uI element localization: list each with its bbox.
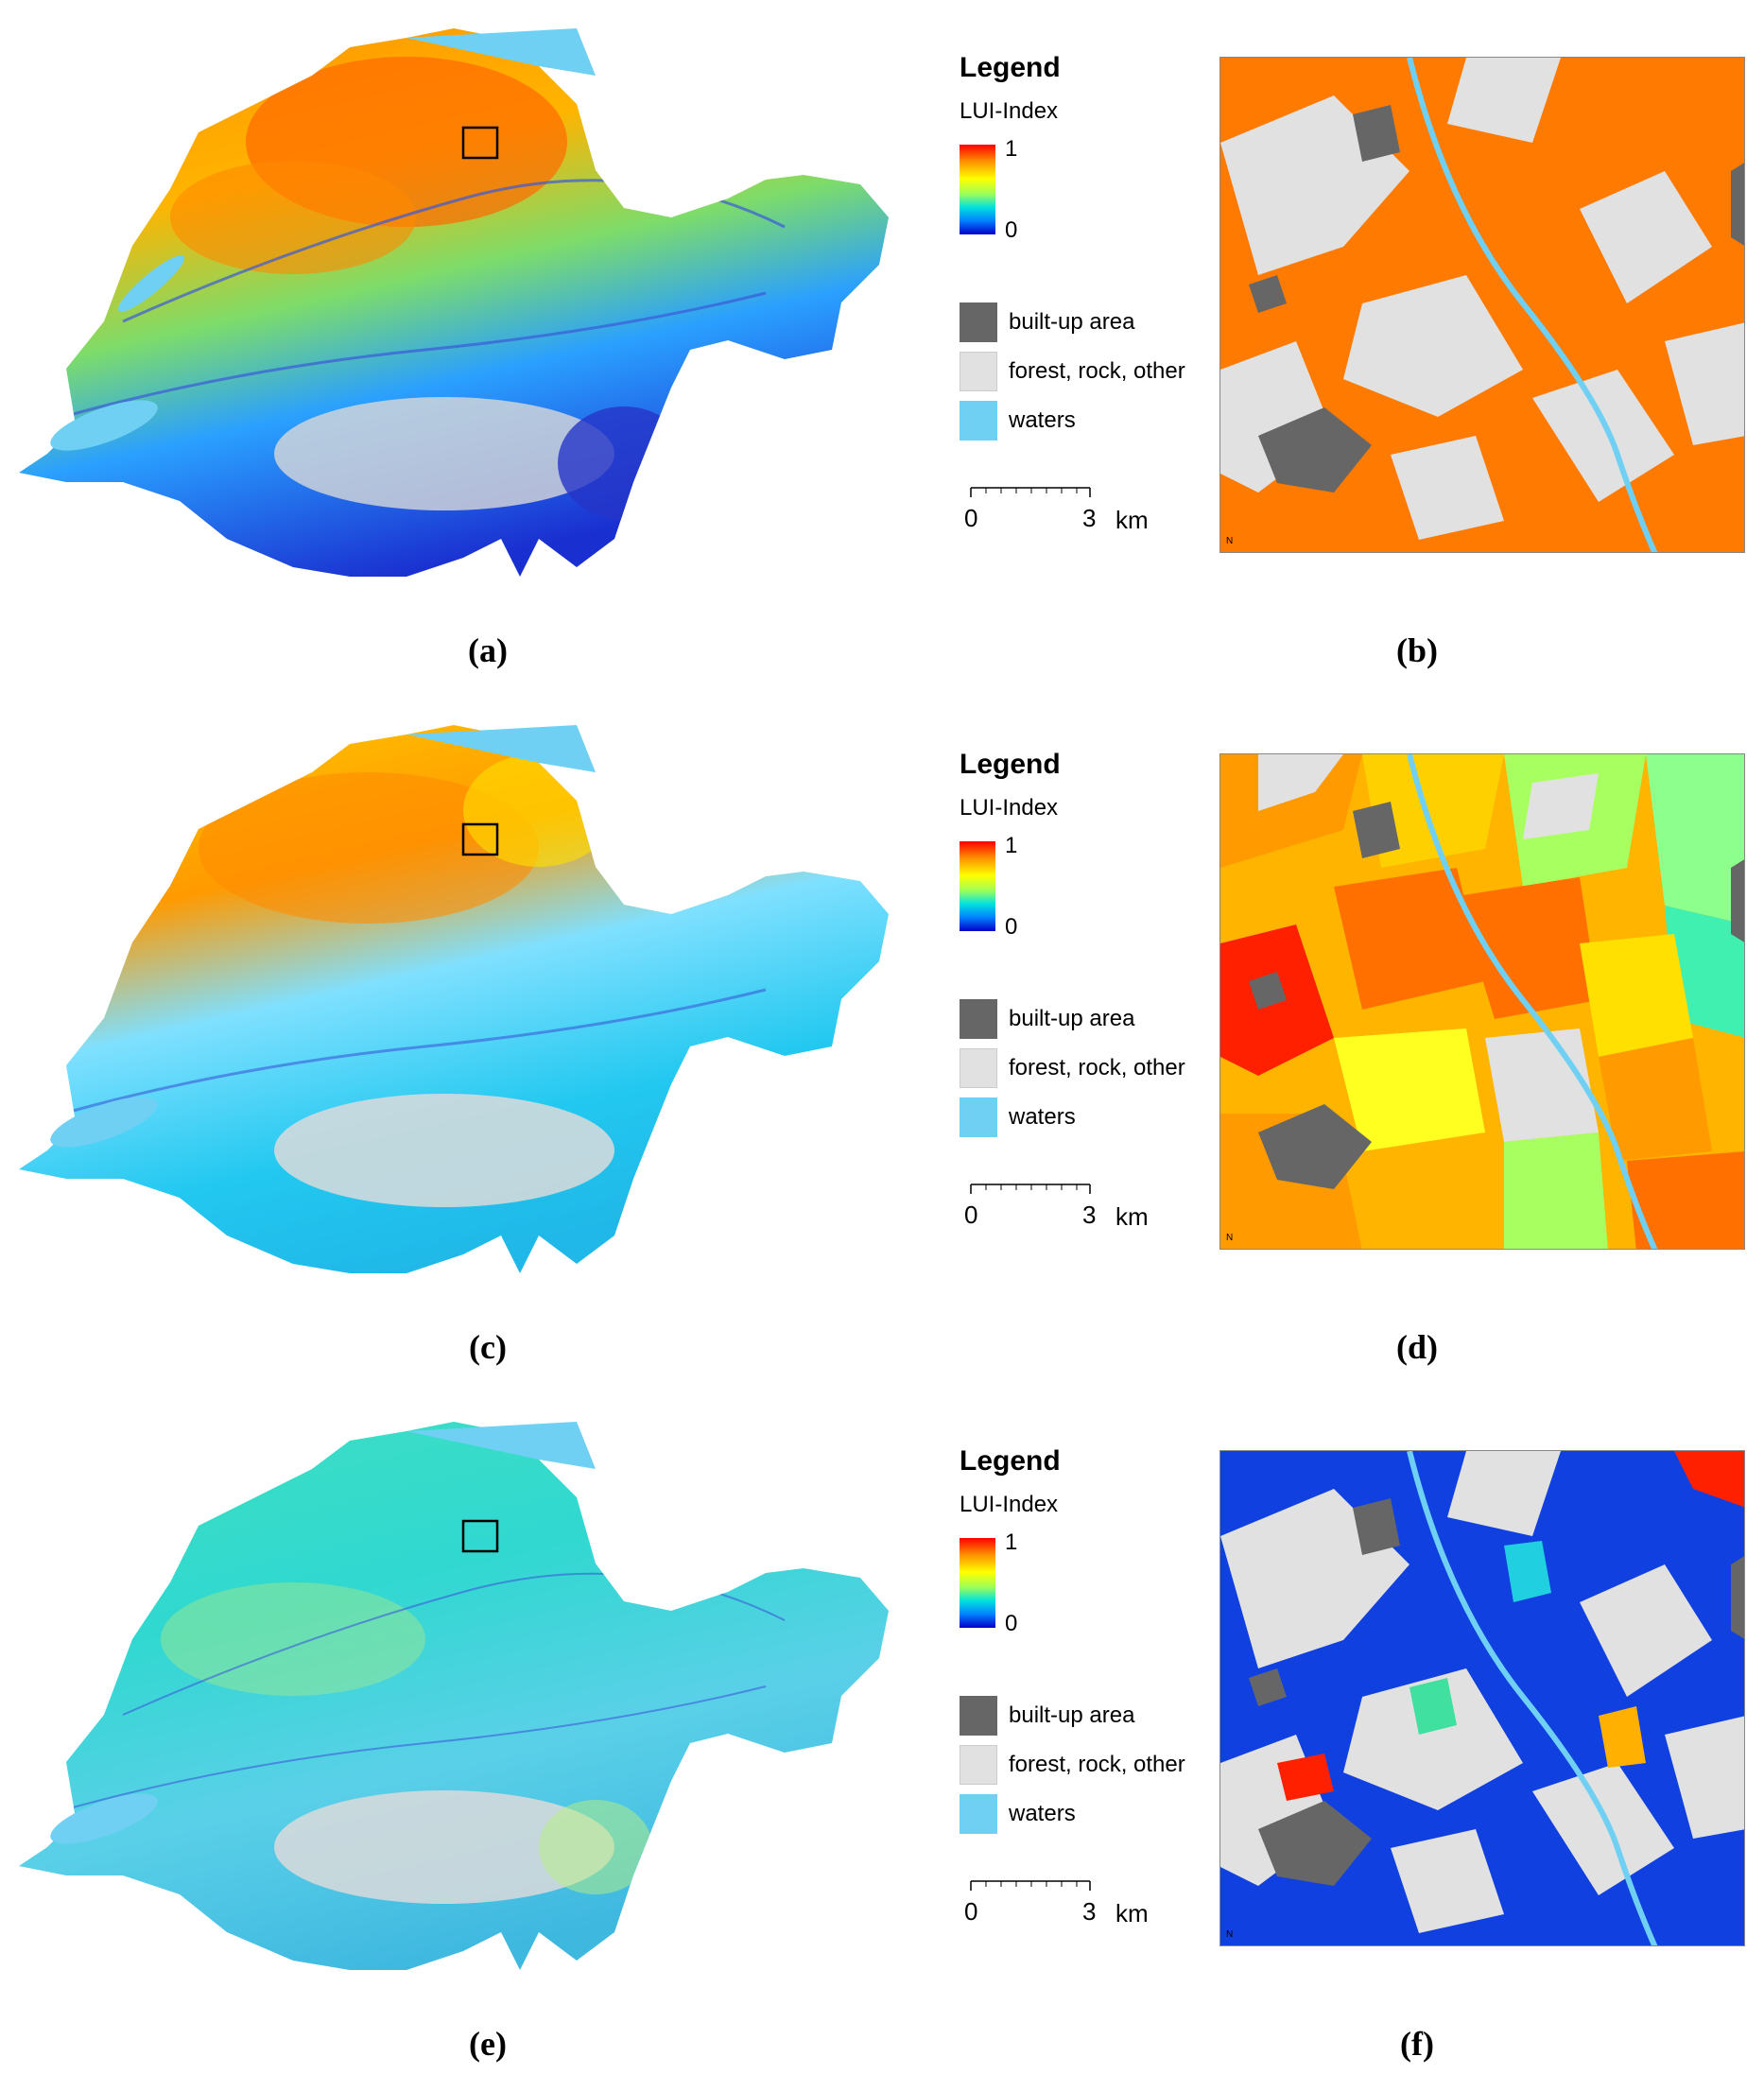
legend-title: Legend xyxy=(960,1445,1061,1477)
swatch-built-up xyxy=(960,302,997,342)
panel-row-1: (a) Legend LUI-Index 1 0 built-up area f… xyxy=(0,0,1764,697)
scale-unit: km xyxy=(1115,506,1149,534)
switzerland-overview-map-e xyxy=(19,1422,889,1970)
map-legend: Legend LUI-Index 1 0 built-up area fores… xyxy=(960,1445,1224,1956)
swatch-waters xyxy=(960,1794,997,1834)
north-arrow-icon: N xyxy=(1226,1929,1234,1940)
panel-label-e: (e) xyxy=(469,2025,507,2063)
swatch-waters xyxy=(960,401,997,441)
swatch-built-up xyxy=(960,1696,997,1736)
detail-map-b: N xyxy=(1219,57,1745,553)
scale-start: 0 xyxy=(964,1201,978,1229)
panel-label-b: (b) xyxy=(1396,631,1438,669)
label-waters: waters xyxy=(1009,407,1076,433)
lui-color-ramp xyxy=(960,1538,995,1628)
panel-label-a: (a) xyxy=(468,631,508,669)
swatch-waters xyxy=(960,1097,997,1137)
scale-bar xyxy=(970,1184,1091,1194)
scale-end: 3 xyxy=(1082,1201,1097,1229)
lui-color-ramp xyxy=(960,145,995,234)
detail-map-d: N xyxy=(1219,753,1745,1250)
switzerland-overview-map-c xyxy=(19,725,889,1273)
legend-subtitle: LUI-Index xyxy=(960,795,1059,821)
panel-label-c: (c) xyxy=(469,1328,507,1366)
legend-title: Legend xyxy=(960,52,1061,83)
scale-start: 0 xyxy=(964,504,978,532)
swatch-forest xyxy=(960,1048,997,1088)
swatch-forest xyxy=(960,352,997,391)
ramp-max-label: 1 xyxy=(1005,833,1018,858)
legend-subtitle: LUI-Index xyxy=(960,98,1059,124)
label-built-up: built-up area xyxy=(1009,1006,1135,1031)
ramp-min-label: 0 xyxy=(1005,217,1018,243)
scale-unit: km xyxy=(1115,1899,1149,1927)
panel-label-d: (d) xyxy=(1396,1328,1438,1366)
legend-title: Legend xyxy=(960,749,1061,780)
scale-unit: km xyxy=(1115,1202,1149,1231)
swatch-built-up xyxy=(960,999,997,1039)
panel-label-f: (f) xyxy=(1400,2025,1434,2063)
label-forest: forest, rock, other xyxy=(1009,1055,1185,1080)
scale-end: 3 xyxy=(1082,504,1097,532)
ramp-min-label: 0 xyxy=(1005,1611,1018,1636)
map-legend: Legend LUI-Index 1 0 built-up area fores… xyxy=(960,749,1224,1259)
label-forest: forest, rock, other xyxy=(1009,358,1185,384)
panel-row-3: (e) Legend LUI-Index 1 0 built-up area f… xyxy=(0,1393,1764,2090)
switzerland-overview-map-a xyxy=(19,28,889,577)
panel-row-2: (c) Legend LUI-Index 1 0 built-up area f… xyxy=(0,697,1764,1393)
scale-start: 0 xyxy=(964,1897,978,1926)
label-built-up: built-up area xyxy=(1009,309,1135,335)
scale-end: 3 xyxy=(1082,1897,1097,1926)
label-waters: waters xyxy=(1009,1801,1076,1826)
label-built-up: built-up area xyxy=(1009,1702,1135,1728)
ramp-max-label: 1 xyxy=(1005,136,1018,162)
map-legend: Legend LUI-Index 1 0 built-up area fores… xyxy=(960,52,1224,562)
north-arrow-icon: N xyxy=(1226,1233,1234,1243)
detail-map-f: N xyxy=(1219,1450,1745,1946)
label-waters: waters xyxy=(1009,1104,1076,1130)
legend-subtitle: LUI-Index xyxy=(960,1492,1059,1517)
ramp-max-label: 1 xyxy=(1005,1529,1018,1555)
ramp-min-label: 0 xyxy=(1005,914,1018,940)
lui-color-ramp xyxy=(960,841,995,931)
north-arrow-icon: N xyxy=(1226,536,1234,546)
swatch-forest xyxy=(960,1745,997,1785)
scale-bar xyxy=(970,1880,1091,1891)
label-forest: forest, rock, other xyxy=(1009,1752,1185,1777)
scale-bar xyxy=(970,487,1091,497)
